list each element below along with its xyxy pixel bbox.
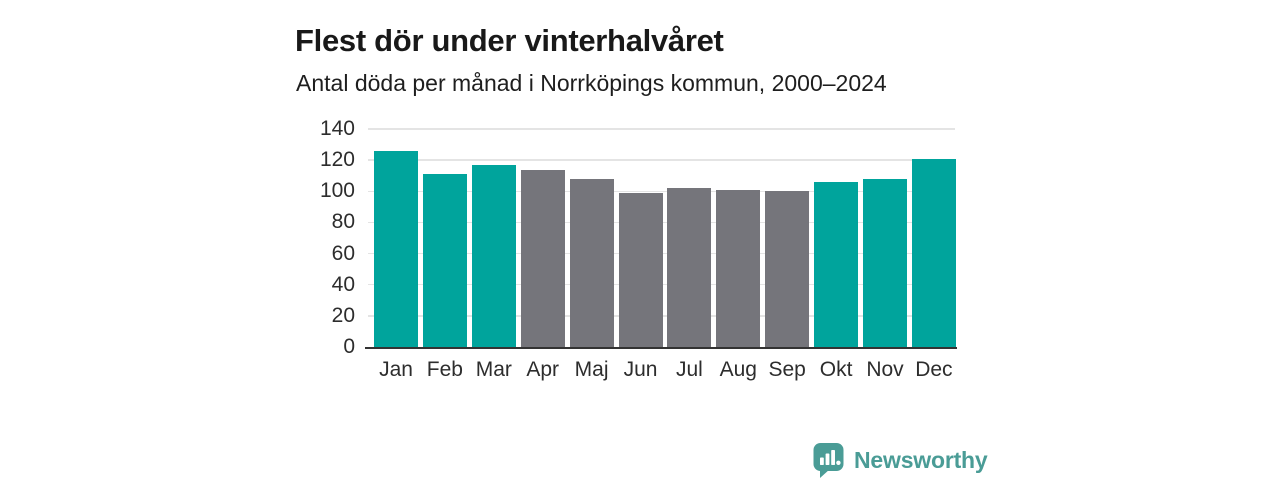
y-tick-label-140: 140 [319,117,355,140]
x-tick-label-feb: Feb [426,358,463,381]
x-tick-label-nov: Nov [866,358,904,381]
bar-aug [716,189,761,347]
brand-name: Newsworthy [854,447,988,473]
x-tick-label-apr: Apr [526,358,560,381]
y-axis: 0 20 40 60 80 100 120 140 [295,117,355,358]
gridline-140 [368,128,955,130]
plot-area [365,128,957,349]
bar-apr [520,169,565,347]
bar-maj [569,178,614,347]
gridline-100 [368,190,955,193]
y-tick-label-100: 100 [319,179,355,203]
x-tick-label-maj: Maj [574,358,609,381]
y-tick-label-20: 20 [331,303,355,327]
x-tick-label-jul: Jul [675,358,703,381]
y-tick-label-120: 120 [319,148,355,172]
x-tick-label-jun: Jun [623,358,658,381]
bar-okt [814,181,859,347]
x-tick-label-okt: Okt [819,358,853,381]
bar-sep [765,191,810,347]
x-tick-label-dec: Dec [915,358,953,381]
bar-jan [374,150,418,347]
gridline-120 [368,159,955,161]
bar-feb [422,174,467,347]
bar-jul [667,188,712,347]
bar-mar [471,164,516,347]
y-tick-label-40: 40 [331,272,355,296]
x-axis: Jan Feb Mar Apr Maj Jun Jul Aug Sep Okt Nov Dec [365,358,957,386]
bar-dec [911,158,956,347]
x-tick-label-jan: Jan [379,358,413,381]
bar-jun [618,192,663,347]
chart-title: Flest dör under vinterhalvåret [295,22,724,58]
x-tick-label-mar: Mar [475,358,512,381]
y-tick-label-60: 60 [331,241,355,265]
x-tick-label-sep: Sep [768,358,806,381]
x-tick-label-aug: Aug [719,358,757,381]
y-tick-label-0: 0 [343,335,355,358]
y-tick-label-80: 80 [331,210,355,234]
chart-subtitle: Antal döda per månad i Norrköpings kommu… [296,70,887,96]
bar-nov [863,178,907,347]
brand-footer: Newsworthy [812,442,988,479]
newsworthy-logo-icon [813,443,844,478]
